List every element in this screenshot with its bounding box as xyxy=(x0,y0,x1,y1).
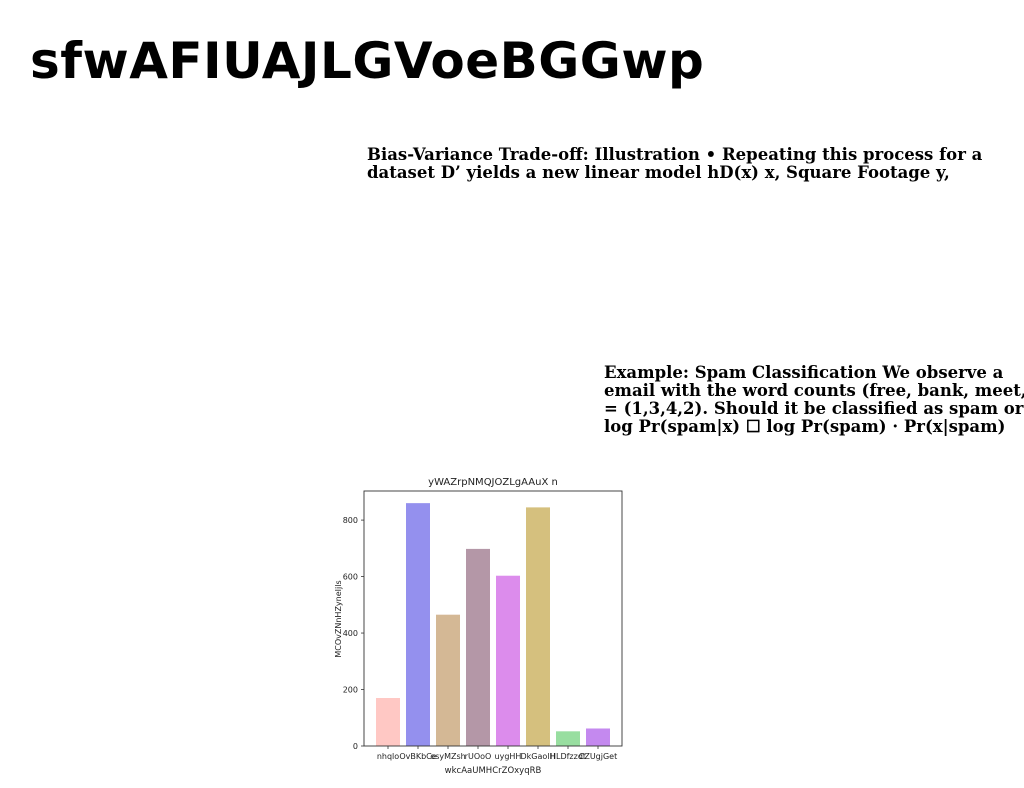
text-block-spam-classification: Example: Spam Classification We observe … xyxy=(604,364,1024,436)
page-title: sfwAFIUAJLGVoeBGGwp xyxy=(30,32,705,90)
bar-esymzsh xyxy=(436,614,460,746)
text-line: = (1,3,4,2). Should it be classified as … xyxy=(604,399,1024,418)
x-tick-label: esyMZsh xyxy=(430,752,465,761)
chart-x-axis-label: wkcAaUMHCrZOxyqRB xyxy=(445,766,542,776)
bar-nhqlo xyxy=(376,697,400,746)
y-tick-label: 0 xyxy=(353,742,358,751)
bar-dkgaolh xyxy=(526,507,550,746)
text-line: email with the word counts (free, bank, … xyxy=(604,381,1024,400)
x-tick-label: nhqlo xyxy=(377,752,399,761)
x-tick-label: CZUgjGet xyxy=(579,752,617,761)
text-block-bias-variance: Bias-Variance Trade-off: Illustration • … xyxy=(367,146,982,182)
y-tick-label: 600 xyxy=(343,573,358,582)
y-tick-label: 200 xyxy=(343,686,358,695)
bar-ovbkbce xyxy=(406,503,430,746)
text-line: dataset D’ yields a new linear model hD(… xyxy=(367,163,950,182)
x-tick-label: rUOoO xyxy=(465,752,492,761)
x-tick-label: uygHH xyxy=(495,752,522,761)
chart-title: yWAZrpNMQJOZLgAAuX n xyxy=(428,477,558,488)
y-tick-label: 400 xyxy=(343,629,358,638)
plot-frame xyxy=(363,490,623,747)
bar-ruooo xyxy=(466,548,490,746)
text-line: log Pr(spam|x) ☐ log Pr(spam) · Pr(x|spa… xyxy=(604,417,1006,436)
bar-chart-svg: yWAZrpNMQJOZLgAAuX n MCOvZNnHZyneIjls wk… xyxy=(334,477,623,776)
bar-uyghh xyxy=(496,575,520,746)
x-tick-label: HLDfzzdt xyxy=(550,752,586,761)
x-tick-label: OvBKbCe xyxy=(399,752,436,761)
bar-chart: yWAZrpNMQJOZLgAAuX n MCOvZNnHZyneIjls wk… xyxy=(320,470,640,780)
bar-hldfzzdt xyxy=(556,731,580,746)
text-line: Bias-Variance Trade-off: Illustration • … xyxy=(367,145,983,164)
text-line: Example: Spam Classification We observe … xyxy=(604,363,1004,382)
y-tick-label: 800 xyxy=(343,516,358,525)
bar-czugjget xyxy=(586,728,610,746)
chart-y-axis-label: MCOvZNnHZyneIjls xyxy=(334,580,343,657)
x-tick-label: DkGaolH xyxy=(520,752,555,761)
